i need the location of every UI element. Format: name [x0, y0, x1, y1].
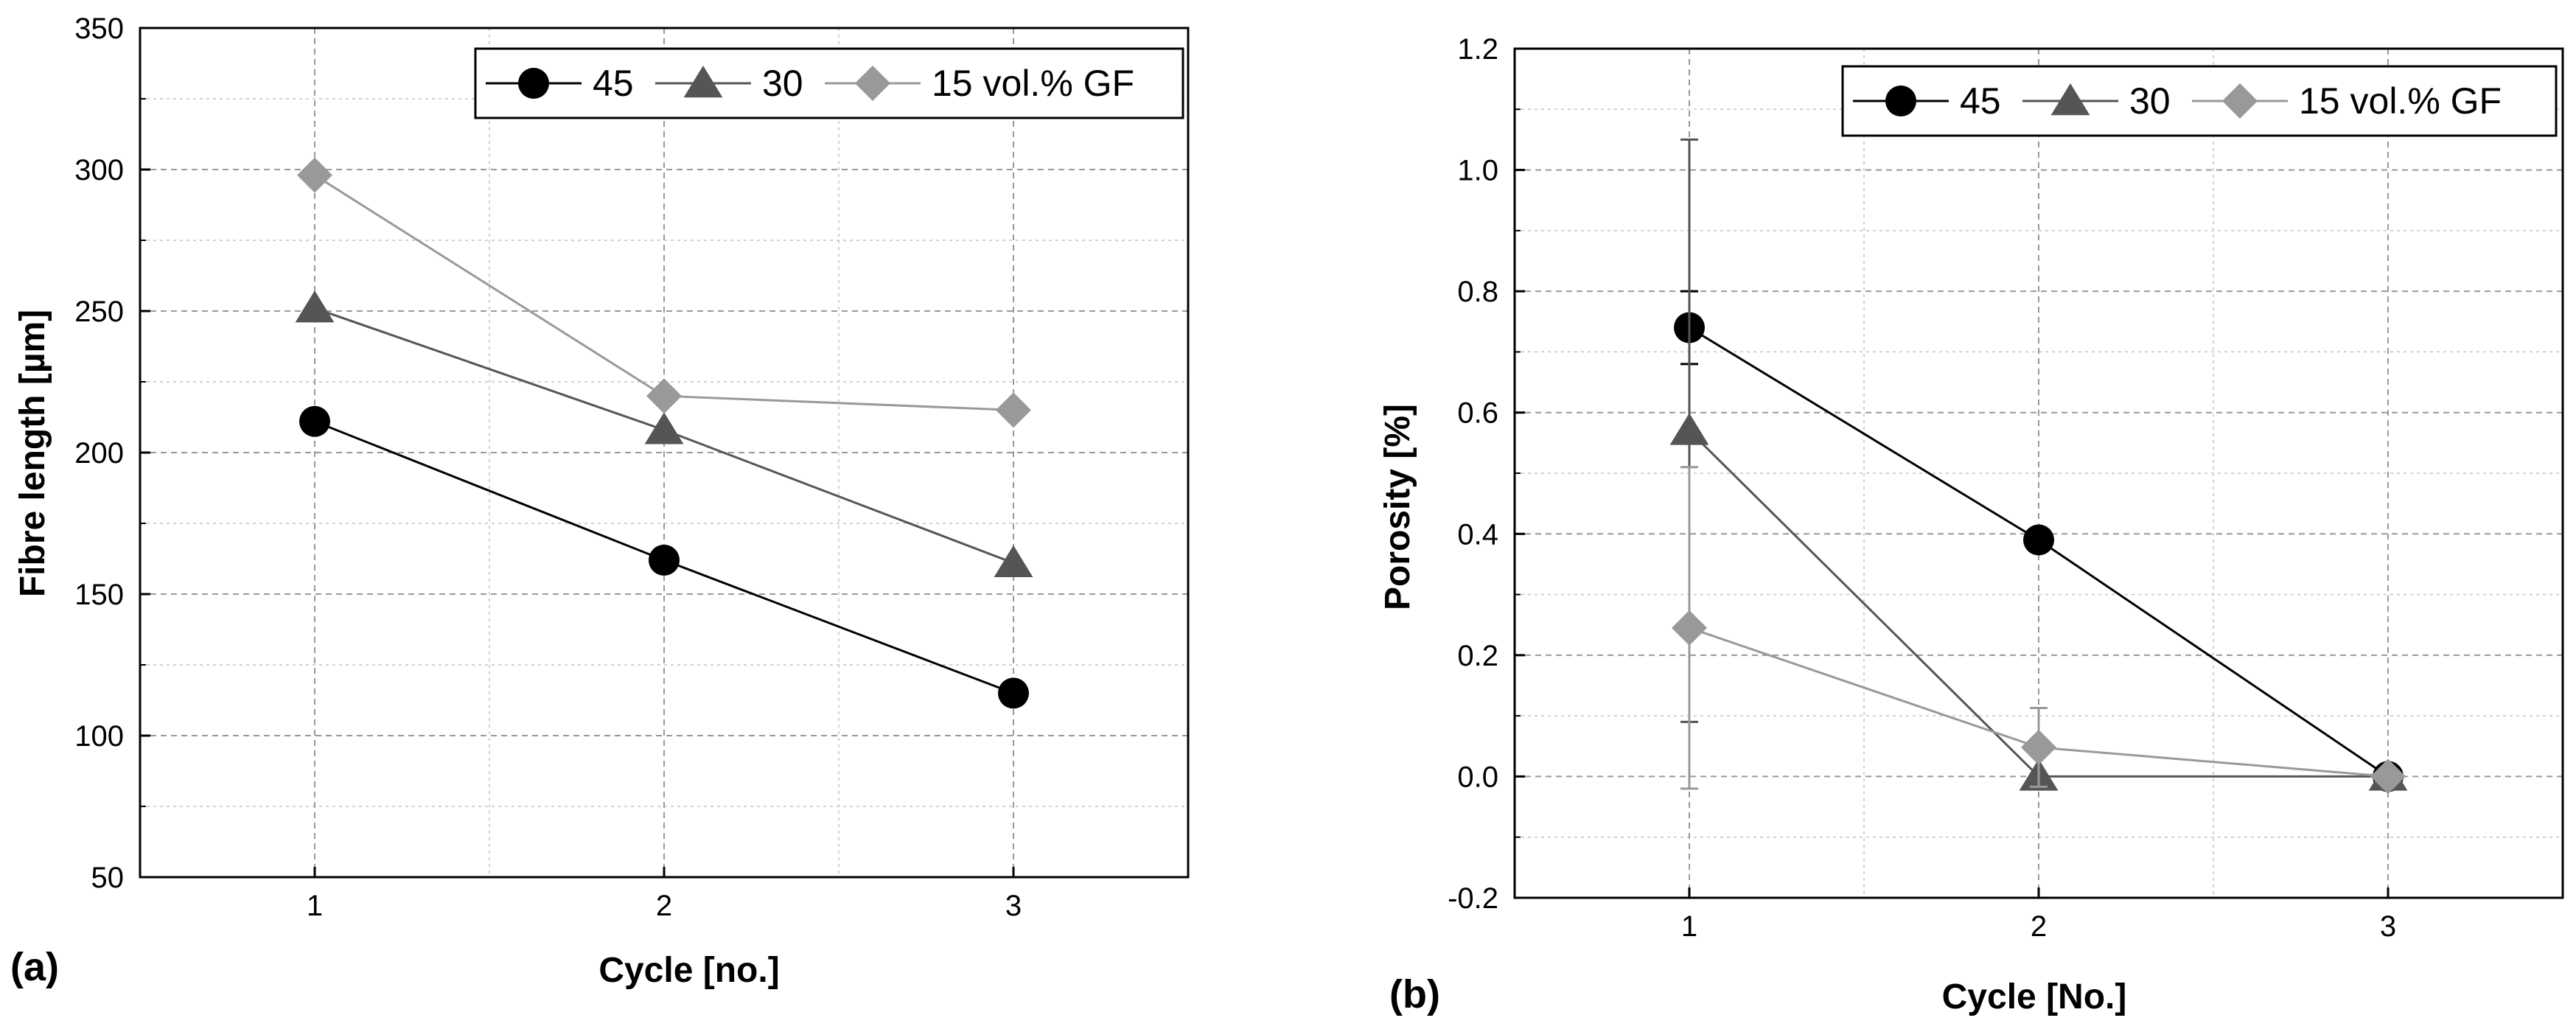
data-point	[2370, 758, 2406, 795]
legend-label: 45	[593, 63, 634, 104]
y-axis-title-a: Fibre length [µm]	[13, 310, 52, 597]
chart-panel-a: (a) Cycle [no.] Fibre length [µm] 50 100 1…	[10, 13, 1190, 990]
data-point	[297, 157, 332, 193]
data-point	[295, 290, 335, 323]
series-45	[299, 405, 1029, 709]
x-axis-title-a: Cycle [no.]	[598, 951, 779, 990]
x-tick-label: 1	[1681, 910, 1697, 943]
grid-a	[140, 28, 1188, 877]
x-tick-label: 2	[2031, 910, 2047, 943]
x-tick-label: 3	[1005, 890, 1022, 922]
legend-marker	[855, 66, 890, 101]
y-tick-label: 0.6	[1457, 397, 1498, 430]
x-tick-label: 1	[307, 890, 323, 922]
series-group-a	[295, 157, 1033, 709]
data-point	[1669, 413, 1709, 445]
chart-panel-b: (b) Cycle [No.] Porosity [%] -0.2 0.0 0.2 0…	[1378, 33, 2564, 1016]
data-point	[998, 677, 1029, 709]
y-tick-label: 0.0	[1457, 761, 1498, 793]
data-point	[996, 392, 1031, 428]
data-point	[649, 544, 680, 576]
y-tick-label: 0.2	[1457, 640, 1498, 672]
legend-b: 45 30 15 vol.% GF	[1841, 65, 2558, 137]
x-tick-label: 2	[656, 890, 672, 922]
y-tick-label: 350	[74, 13, 124, 45]
legend-label: 15 vol.% GF	[2299, 80, 2502, 122]
y-tick-label: 0.4	[1457, 518, 1498, 551]
legend-marker	[1885, 86, 1916, 116]
y-tick-label: -0.2	[1448, 882, 1498, 915]
y-tick-label: 300	[74, 154, 124, 186]
data-point	[2023, 524, 2054, 556]
series-group-b	[1669, 138, 2408, 795]
legend-label: 30	[762, 63, 803, 104]
data-point	[644, 412, 684, 444]
panel-label-a: (a)	[10, 945, 59, 989]
legend-marker	[683, 66, 723, 98]
data-point	[1672, 610, 1707, 646]
y-tick-label: 250	[74, 296, 124, 328]
y-tick-label: 0.8	[1457, 276, 1498, 308]
legend-marker	[2222, 83, 2258, 119]
y-axis-title-b: Porosity [%]	[1378, 404, 1417, 610]
legend-label: 30	[2129, 80, 2171, 122]
data-point	[994, 545, 1033, 577]
y-tick-label: 200	[74, 437, 124, 470]
series-15-vol-gf	[297, 157, 1031, 428]
y-axis-b: -0.2 0.0 0.2 0.4 0.6 0.8 1.0 1.2	[1448, 33, 1525, 915]
y-tick-label: 50	[91, 862, 125, 894]
series-line	[314, 174, 1014, 411]
y-tick-label: 1.2	[1457, 33, 1498, 66]
legend-marker	[2050, 83, 2090, 116]
legend-marker	[518, 68, 549, 99]
data-point	[646, 378, 682, 414]
data-point	[299, 405, 330, 437]
x-axis-a: 1 2 3	[307, 867, 1022, 922]
legend-label: 15 vol.% GF	[932, 63, 1134, 104]
data-point	[2021, 729, 2056, 765]
y-tick-label: 1.0	[1457, 155, 1498, 187]
panel-label-b: (b)	[1389, 972, 1440, 1016]
legend-label: 45	[1960, 80, 2001, 122]
y-tick-label: 100	[74, 720, 124, 753]
series-15-vol-gf	[1672, 466, 2406, 795]
x-axis-title-b: Cycle [No.]	[1942, 977, 2127, 1016]
x-axis-b: 1 2 3	[1681, 887, 2396, 943]
y-axis-a: 50 100 150 200 250 300 350	[74, 13, 150, 894]
series-30	[295, 290, 1033, 577]
legend-a: 45 30 15 vol.% GF	[474, 47, 1184, 119]
y-tick-label: 150	[74, 579, 124, 611]
x-tick-label: 3	[2380, 910, 2396, 943]
